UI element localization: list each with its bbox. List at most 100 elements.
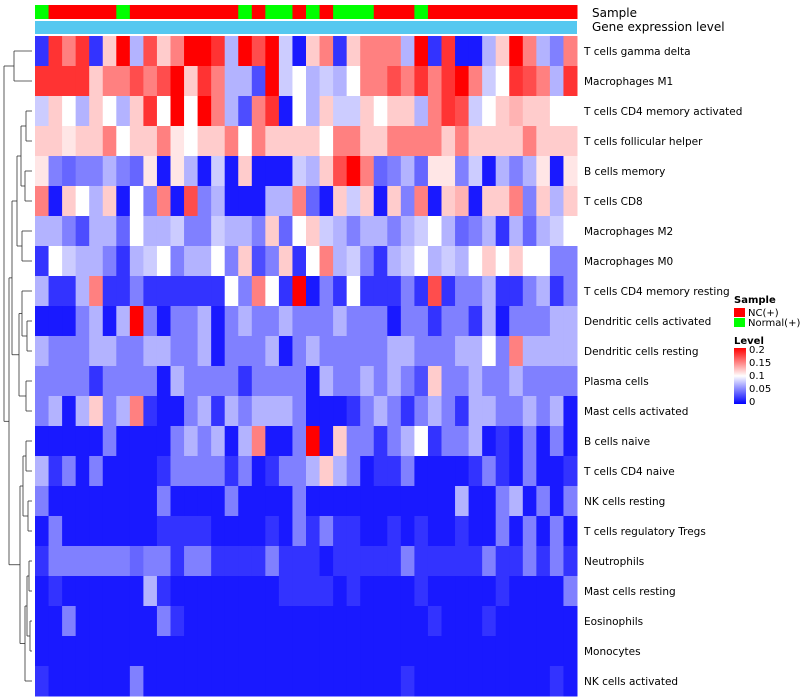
heatmap-cell (75, 666, 90, 697)
heatmap-cell (333, 66, 348, 97)
expression-track-label: Gene expression level (592, 20, 725, 34)
heatmap-cell (116, 546, 131, 577)
heatmap-cell (346, 546, 361, 577)
heatmap-cell (441, 36, 456, 67)
heatmap-cell (75, 426, 90, 457)
heatmap-cell (414, 96, 429, 127)
heatmap-cell (400, 126, 415, 157)
heatmap-cell (306, 546, 321, 577)
heatmap-cell (238, 216, 253, 247)
heatmap-cell (143, 426, 158, 457)
heatmap-cell (62, 276, 77, 307)
heatmap-cell (373, 276, 388, 307)
heatmap-cell (509, 456, 524, 487)
heatmap-cell (156, 306, 171, 337)
heatmap-cell (170, 306, 185, 337)
heatmap-cell (265, 546, 280, 577)
heatmap-cell (319, 516, 334, 547)
heatmap-cell (184, 456, 199, 487)
heatmap-cell (373, 606, 388, 637)
heatmap-cell (522, 96, 537, 127)
heatmap-cell (184, 216, 199, 247)
heatmap-cell (116, 486, 131, 517)
heatmap-cell (346, 336, 361, 367)
heatmap-cell (482, 516, 497, 547)
heatmap-cell (251, 36, 266, 67)
heatmap-cell (468, 366, 483, 397)
heatmap-cell (184, 426, 199, 457)
heatmap-cell (549, 366, 564, 397)
heatmap-cell (116, 336, 131, 367)
heatmap-cell (89, 306, 104, 337)
heatmap-cell (224, 606, 239, 637)
heatmap-cell (387, 36, 402, 67)
heatmap-cell (292, 456, 307, 487)
heatmap-cell (62, 516, 77, 547)
heatmap-cell (414, 666, 429, 697)
heatmap-cell (509, 366, 524, 397)
row-label: Macrophages M2 (584, 226, 673, 238)
heatmap-cell (48, 276, 63, 307)
heatmap-cell (495, 366, 510, 397)
heatmap-cell (265, 156, 280, 187)
heatmap-cell (251, 126, 266, 157)
heatmap-cell (414, 126, 429, 157)
heatmap-cell (400, 276, 415, 307)
heatmap-cell (319, 186, 334, 217)
heatmap-cell (224, 66, 239, 97)
heatmap-cell (62, 396, 77, 427)
heatmap-cell (482, 156, 497, 187)
heatmap-cell (387, 456, 402, 487)
heatmap-cell (427, 516, 442, 547)
heatmap-cell (441, 216, 456, 247)
heatmap-cell (224, 156, 239, 187)
heatmap-cell (251, 216, 266, 247)
sample-annotation-cell (129, 5, 144, 19)
heatmap-cell (387, 96, 402, 127)
sample-annotation-cell (251, 5, 266, 19)
heatmap-cell (197, 276, 212, 307)
sample-annotation-cell (509, 5, 524, 19)
heatmap-cell (427, 306, 442, 337)
heatmap-cell (414, 306, 429, 337)
sample-annotation-cell (427, 5, 442, 19)
heatmap-cell (35, 666, 50, 697)
heatmap-cell (75, 396, 90, 427)
heatmap-cell (509, 666, 524, 697)
heatmap-cell (116, 156, 131, 187)
heatmap-cell (170, 516, 185, 547)
heatmap-cell (468, 516, 483, 547)
heatmap-cell (468, 216, 483, 247)
heatmap-cell (509, 246, 524, 277)
heatmap-cell (522, 666, 537, 697)
heatmap-cell (265, 336, 280, 367)
heatmap-cell (278, 216, 293, 247)
heatmap-cell (265, 666, 280, 697)
heatmap-cell (509, 216, 524, 247)
heatmap-cell (414, 576, 429, 607)
heatmap-cell (441, 366, 456, 397)
heatmap-cell (414, 336, 429, 367)
heatmap-cell (48, 666, 63, 697)
heatmap-cell (143, 306, 158, 337)
heatmap-cell (265, 486, 280, 517)
heatmap-cell (536, 36, 551, 67)
heatmap-cell (184, 36, 199, 67)
heatmap-cell (48, 96, 63, 127)
sample-annotation-cell (156, 5, 171, 19)
heatmap-cell (211, 216, 226, 247)
heatmap-cell (184, 186, 199, 217)
heatmap-cell (333, 546, 348, 577)
heatmap-cell (495, 126, 510, 157)
heatmap-cell (292, 156, 307, 187)
heatmap-cell (197, 516, 212, 547)
heatmap-cell (224, 396, 239, 427)
heatmap-cell (522, 366, 537, 397)
heatmap-cell (265, 516, 280, 547)
heatmap-cell (143, 66, 158, 97)
heatmap-cell (75, 36, 90, 67)
heatmap-cell (184, 636, 199, 667)
heatmap-cell (89, 516, 104, 547)
heatmap-cell (346, 306, 361, 337)
heatmap-cell (549, 246, 564, 277)
